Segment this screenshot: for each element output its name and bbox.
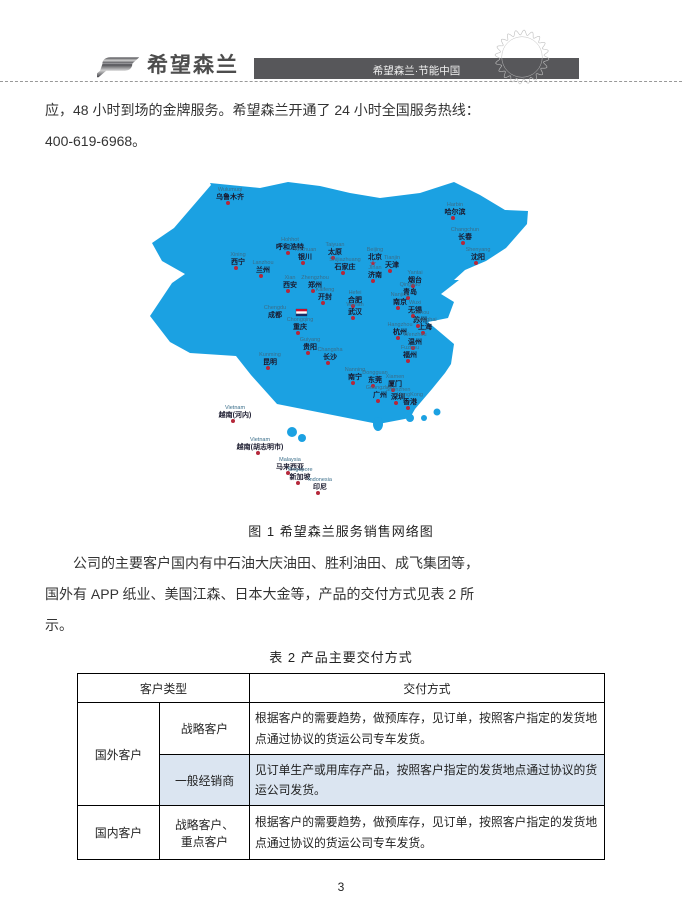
svg-text:Yinchuan: Yinchuan (294, 247, 317, 253)
svg-text:银川: 银川 (298, 252, 312, 261)
svg-text:Vietnam: Vietnam (225, 405, 245, 411)
svg-text:西宁: 西宁 (231, 257, 245, 266)
svg-text:Yantai: Yantai (407, 270, 422, 276)
svg-text:印尼: 印尼 (313, 482, 327, 491)
svg-text:沈阳: 沈阳 (471, 252, 485, 261)
svg-text:石家庄: 石家庄 (334, 262, 356, 271)
svg-text:Tianjin: Tianjin (384, 255, 400, 261)
svg-text:重庆: 重庆 (293, 322, 307, 331)
svg-text:Kunming: Kunming (259, 352, 281, 358)
svg-text:Qingdao: Qingdao (400, 282, 421, 288)
svg-text:西安: 西安 (283, 280, 297, 289)
svg-text:Wuxi: Wuxi (409, 300, 421, 306)
svg-text:Singapore: Singapore (287, 467, 312, 473)
svg-text:越南(胡志明市): 越南(胡志明市) (236, 442, 284, 451)
svg-text:越南(河内): 越南(河内) (218, 410, 252, 419)
svg-text:Harbin: Harbin (447, 202, 463, 208)
svg-text:Hohhot: Hohhot (281, 237, 299, 243)
svg-text:Vietnam: Vietnam (250, 437, 270, 443)
svg-text:长沙: 长沙 (323, 352, 337, 361)
svg-text:Indonesia: Indonesia (308, 477, 333, 483)
svg-text:Xining: Xining (230, 252, 245, 258)
svg-text:天津: 天津 (385, 260, 399, 269)
svg-text:Taiyuan: Taiyuan (326, 242, 345, 248)
svg-text:Beijing: Beijing (367, 247, 384, 253)
svg-text:Malaysia: Malaysia (279, 457, 302, 463)
svg-text:Lanzhou: Lanzhou (252, 260, 273, 266)
svg-text:Kaifeng: Kaifeng (316, 287, 335, 293)
svg-text:福州: 福州 (402, 350, 417, 359)
svg-text:HongKong: HongKong (397, 392, 423, 398)
svg-text:兰州: 兰州 (256, 265, 270, 274)
svg-text:Shanghai: Shanghai (413, 317, 436, 323)
svg-text:Fuzhou: Fuzhou (401, 345, 419, 351)
svg-text:太原: 太原 (328, 247, 342, 256)
svg-text:南京: 南京 (393, 297, 407, 306)
svg-text:Shijiazhuang: Shijiazhuang (329, 257, 361, 263)
svg-text:长春: 长春 (458, 232, 473, 241)
svg-text:Wenzhou: Wenzhou (403, 332, 426, 338)
svg-text:香港: 香港 (402, 397, 418, 406)
svg-text:乌鲁木齐: 乌鲁木齐 (216, 192, 245, 201)
svg-text:东莞: 东莞 (368, 375, 382, 384)
svg-text:南宁: 南宁 (348, 372, 362, 381)
svg-text:开封: 开封 (318, 292, 332, 301)
svg-text:昆明: 昆明 (263, 357, 277, 366)
svg-text:Chongqing: Chongqing (287, 317, 314, 323)
svg-text:Wulumuqi: Wulumuqi (218, 187, 242, 193)
svg-text:Suzhou: Suzhou (411, 310, 430, 316)
svg-text:Changchun: Changchun (451, 227, 479, 233)
svg-text:Hefei: Hefei (349, 290, 362, 296)
svg-text:Dongguan: Dongguan (362, 370, 387, 376)
svg-text:武汉: 武汉 (348, 307, 363, 316)
svg-text:Guiyang: Guiyang (300, 337, 321, 343)
svg-text:成都: 成都 (268, 310, 282, 319)
svg-text:哈尔滨: 哈尔滨 (445, 207, 466, 216)
svg-text:Zhengzhou: Zhengzhou (301, 275, 329, 281)
svg-text:Xiamen: Xiamen (386, 374, 405, 380)
svg-text:贵阳: 贵阳 (303, 342, 317, 351)
svg-text:Changsha: Changsha (317, 347, 343, 353)
svg-text:Nanjing: Nanjing (391, 292, 410, 298)
svg-text:Hangzhou: Hangzhou (387, 322, 412, 328)
svg-text:Chengdu: Chengdu (264, 305, 286, 311)
svg-text:Jinan: Jinan (368, 265, 381, 271)
svg-text:上海: 上海 (418, 322, 432, 331)
svg-text:Shenyang: Shenyang (466, 247, 491, 253)
svg-text:Wuhan: Wuhan (346, 302, 363, 308)
svg-text:济南: 济南 (368, 270, 382, 279)
svg-text:Xian: Xian (284, 275, 295, 281)
